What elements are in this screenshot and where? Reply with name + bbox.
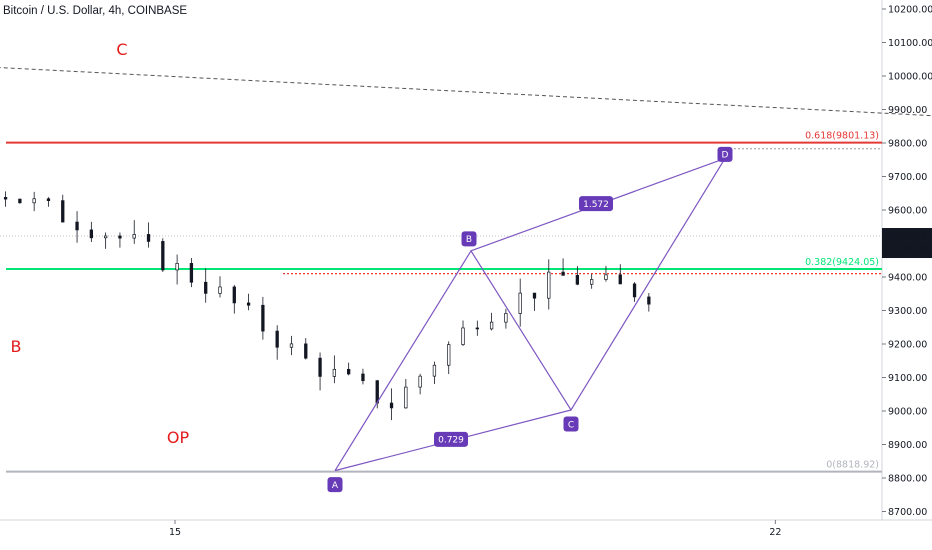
candle-body: [218, 286, 222, 294]
pattern-point-b: [461, 231, 477, 247]
candle-body: [304, 343, 308, 359]
candle-body: [18, 198, 22, 204]
chart-title: Bitcoin / U.S. Dollar, 4h, COINBASE: [3, 5, 188, 17]
trendline: [0, 67, 932, 117]
x-tick-label: 15: [169, 527, 181, 538]
candle-body: [261, 304, 265, 332]
candle-body: [461, 327, 465, 345]
y-tick-label: 9400.00: [888, 273, 927, 284]
candle-body: [46, 198, 51, 201]
candle-body: [289, 343, 294, 348]
candle-body: [161, 241, 165, 271]
pattern-ratio-label: [434, 431, 468, 447]
candle-body: [146, 234, 151, 242]
pattern-ratio-label-text: 0.729: [438, 436, 464, 446]
candle-body: [318, 357, 322, 377]
candle-body: [561, 271, 565, 276]
y-tick-label: 9200.00: [888, 340, 927, 351]
y-tick-label: 8900.00: [888, 440, 927, 451]
candle-body: [347, 368, 351, 375]
y-tick-label: 10000.00: [888, 72, 932, 83]
candle-body: [618, 274, 622, 285]
candle-body: [32, 198, 36, 204]
candle-body: [504, 313, 508, 323]
candle-body: [532, 292, 537, 299]
pattern-point-a-text: A: [332, 481, 339, 491]
candle-body: [175, 263, 179, 271]
candle-body: [204, 281, 208, 294]
candle-body: [89, 229, 93, 239]
candle-body: [475, 327, 479, 330]
candle-body: [632, 283, 637, 298]
candle-body: [447, 344, 451, 366]
candle-body: [361, 373, 365, 382]
candle-body: [590, 279, 594, 285]
pattern-ratio-label-text: 1.572: [583, 200, 609, 210]
current-price-label: 9522.36: [887, 231, 926, 242]
y-tick-label: 9300.00: [888, 306, 927, 317]
pattern-point-d: [717, 146, 733, 162]
candle-body: [489, 321, 494, 330]
y-tick-label: 9600.00: [888, 206, 927, 217]
candle-body: [275, 330, 279, 348]
wave-label: OP: [167, 428, 190, 447]
fib-level-label: 0.382(9424.05): [805, 257, 879, 268]
candle-body: [332, 368, 337, 377]
candle-body: [647, 296, 651, 305]
countdown-label: 03:26:39: [886, 244, 929, 255]
candle-body: [75, 221, 79, 231]
candle-body: [61, 200, 65, 223]
pattern-point-d-text: D: [722, 151, 729, 161]
candle-body: [118, 235, 122, 239]
x-tick-label: 22: [769, 527, 781, 538]
fib-level-label: 0.618(9801.13): [805, 131, 879, 142]
y-tick-label: 8700.00: [888, 507, 927, 518]
y-tick-label: 10200.00: [888, 5, 932, 16]
y-tick-label: 8800.00: [888, 474, 927, 485]
candle-body: [518, 292, 522, 314]
pattern-point-b-text: B: [466, 235, 472, 245]
candle-body: [375, 380, 379, 404]
y-tick-label: 10100.00: [888, 38, 932, 49]
candle-body: [246, 302, 251, 306]
candle-body: [389, 402, 394, 409]
candle-body: [103, 235, 108, 239]
price-badge: [882, 228, 932, 259]
candle-body: [132, 234, 136, 239]
wave-label: C: [116, 40, 127, 59]
candle-body: [418, 375, 422, 388]
candle-body: [575, 275, 580, 285]
fib-level-label: 0(8818.92): [826, 460, 879, 471]
y-tick-label: 9000.00: [888, 407, 927, 418]
pattern-point-c: [563, 416, 579, 432]
pattern-point-c-text: C: [568, 420, 574, 430]
candle-body: [432, 364, 437, 377]
pattern-point-a: [327, 477, 343, 493]
candle-body: [232, 286, 236, 304]
pattern-ratio-label: [579, 196, 613, 212]
wave-label: B: [11, 337, 22, 356]
y-tick-label: 9700.00: [888, 172, 927, 183]
candle-body: [604, 274, 608, 280]
candle-body: [404, 386, 408, 409]
pattern-abcd-line: [334, 158, 726, 471]
y-tick-label: 9800.00: [888, 139, 927, 150]
candle-body: [3, 197, 8, 200]
y-tick-label: 9100.00: [888, 373, 927, 384]
candle-body: [189, 263, 194, 283]
y-tick-label: 9900.00: [888, 105, 927, 116]
candle-body: [547, 271, 551, 299]
